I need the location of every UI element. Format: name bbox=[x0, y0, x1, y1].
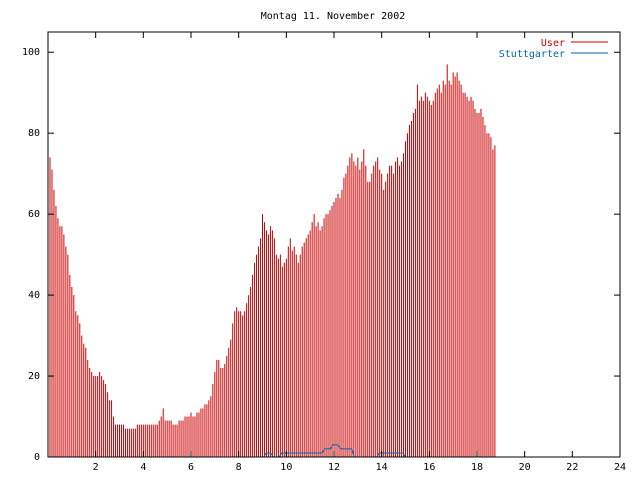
y-tick-label: 20 bbox=[28, 371, 40, 382]
chart-legend: User Stuttgarter bbox=[499, 38, 608, 60]
x-tick-label: 24 bbox=[614, 462, 626, 473]
y-tick-label: 100 bbox=[22, 47, 40, 58]
x-tick-label: 18 bbox=[471, 462, 483, 473]
legend-label-user: User bbox=[541, 38, 565, 49]
user-series-bars bbox=[47, 64, 496, 457]
x-tick-label: 8 bbox=[236, 462, 242, 473]
y-tick-label: 60 bbox=[28, 209, 40, 220]
stuttgarter-line bbox=[48, 444, 620, 458]
x-tick-label: 4 bbox=[140, 462, 146, 473]
y-tick-label: 40 bbox=[28, 290, 40, 301]
x-tick-label: 12 bbox=[328, 462, 340, 473]
legend-label-stuttgarter: Stuttgarter bbox=[499, 49, 565, 60]
y-tick-label: 80 bbox=[28, 128, 40, 139]
stuttgarter-series bbox=[48, 444, 620, 458]
y-axis-ticks: 0 20 40 60 80 100 bbox=[22, 47, 620, 463]
y-tick-label: 0 bbox=[34, 452, 40, 463]
x-axis-ticks: 2 4 6 8 10 12 14 16 18 20 22 24 bbox=[93, 32, 626, 473]
chart-title: Montag 11. November 2002 bbox=[261, 11, 406, 22]
x-tick-label: 20 bbox=[519, 462, 531, 473]
x-tick-label: 6 bbox=[188, 462, 194, 473]
x-tick-label: 2 bbox=[93, 462, 99, 473]
x-tick-label: 10 bbox=[280, 462, 292, 473]
x-tick-label: 22 bbox=[566, 462, 578, 473]
x-tick-label: 14 bbox=[376, 462, 388, 473]
x-tick-label: 16 bbox=[423, 462, 435, 473]
